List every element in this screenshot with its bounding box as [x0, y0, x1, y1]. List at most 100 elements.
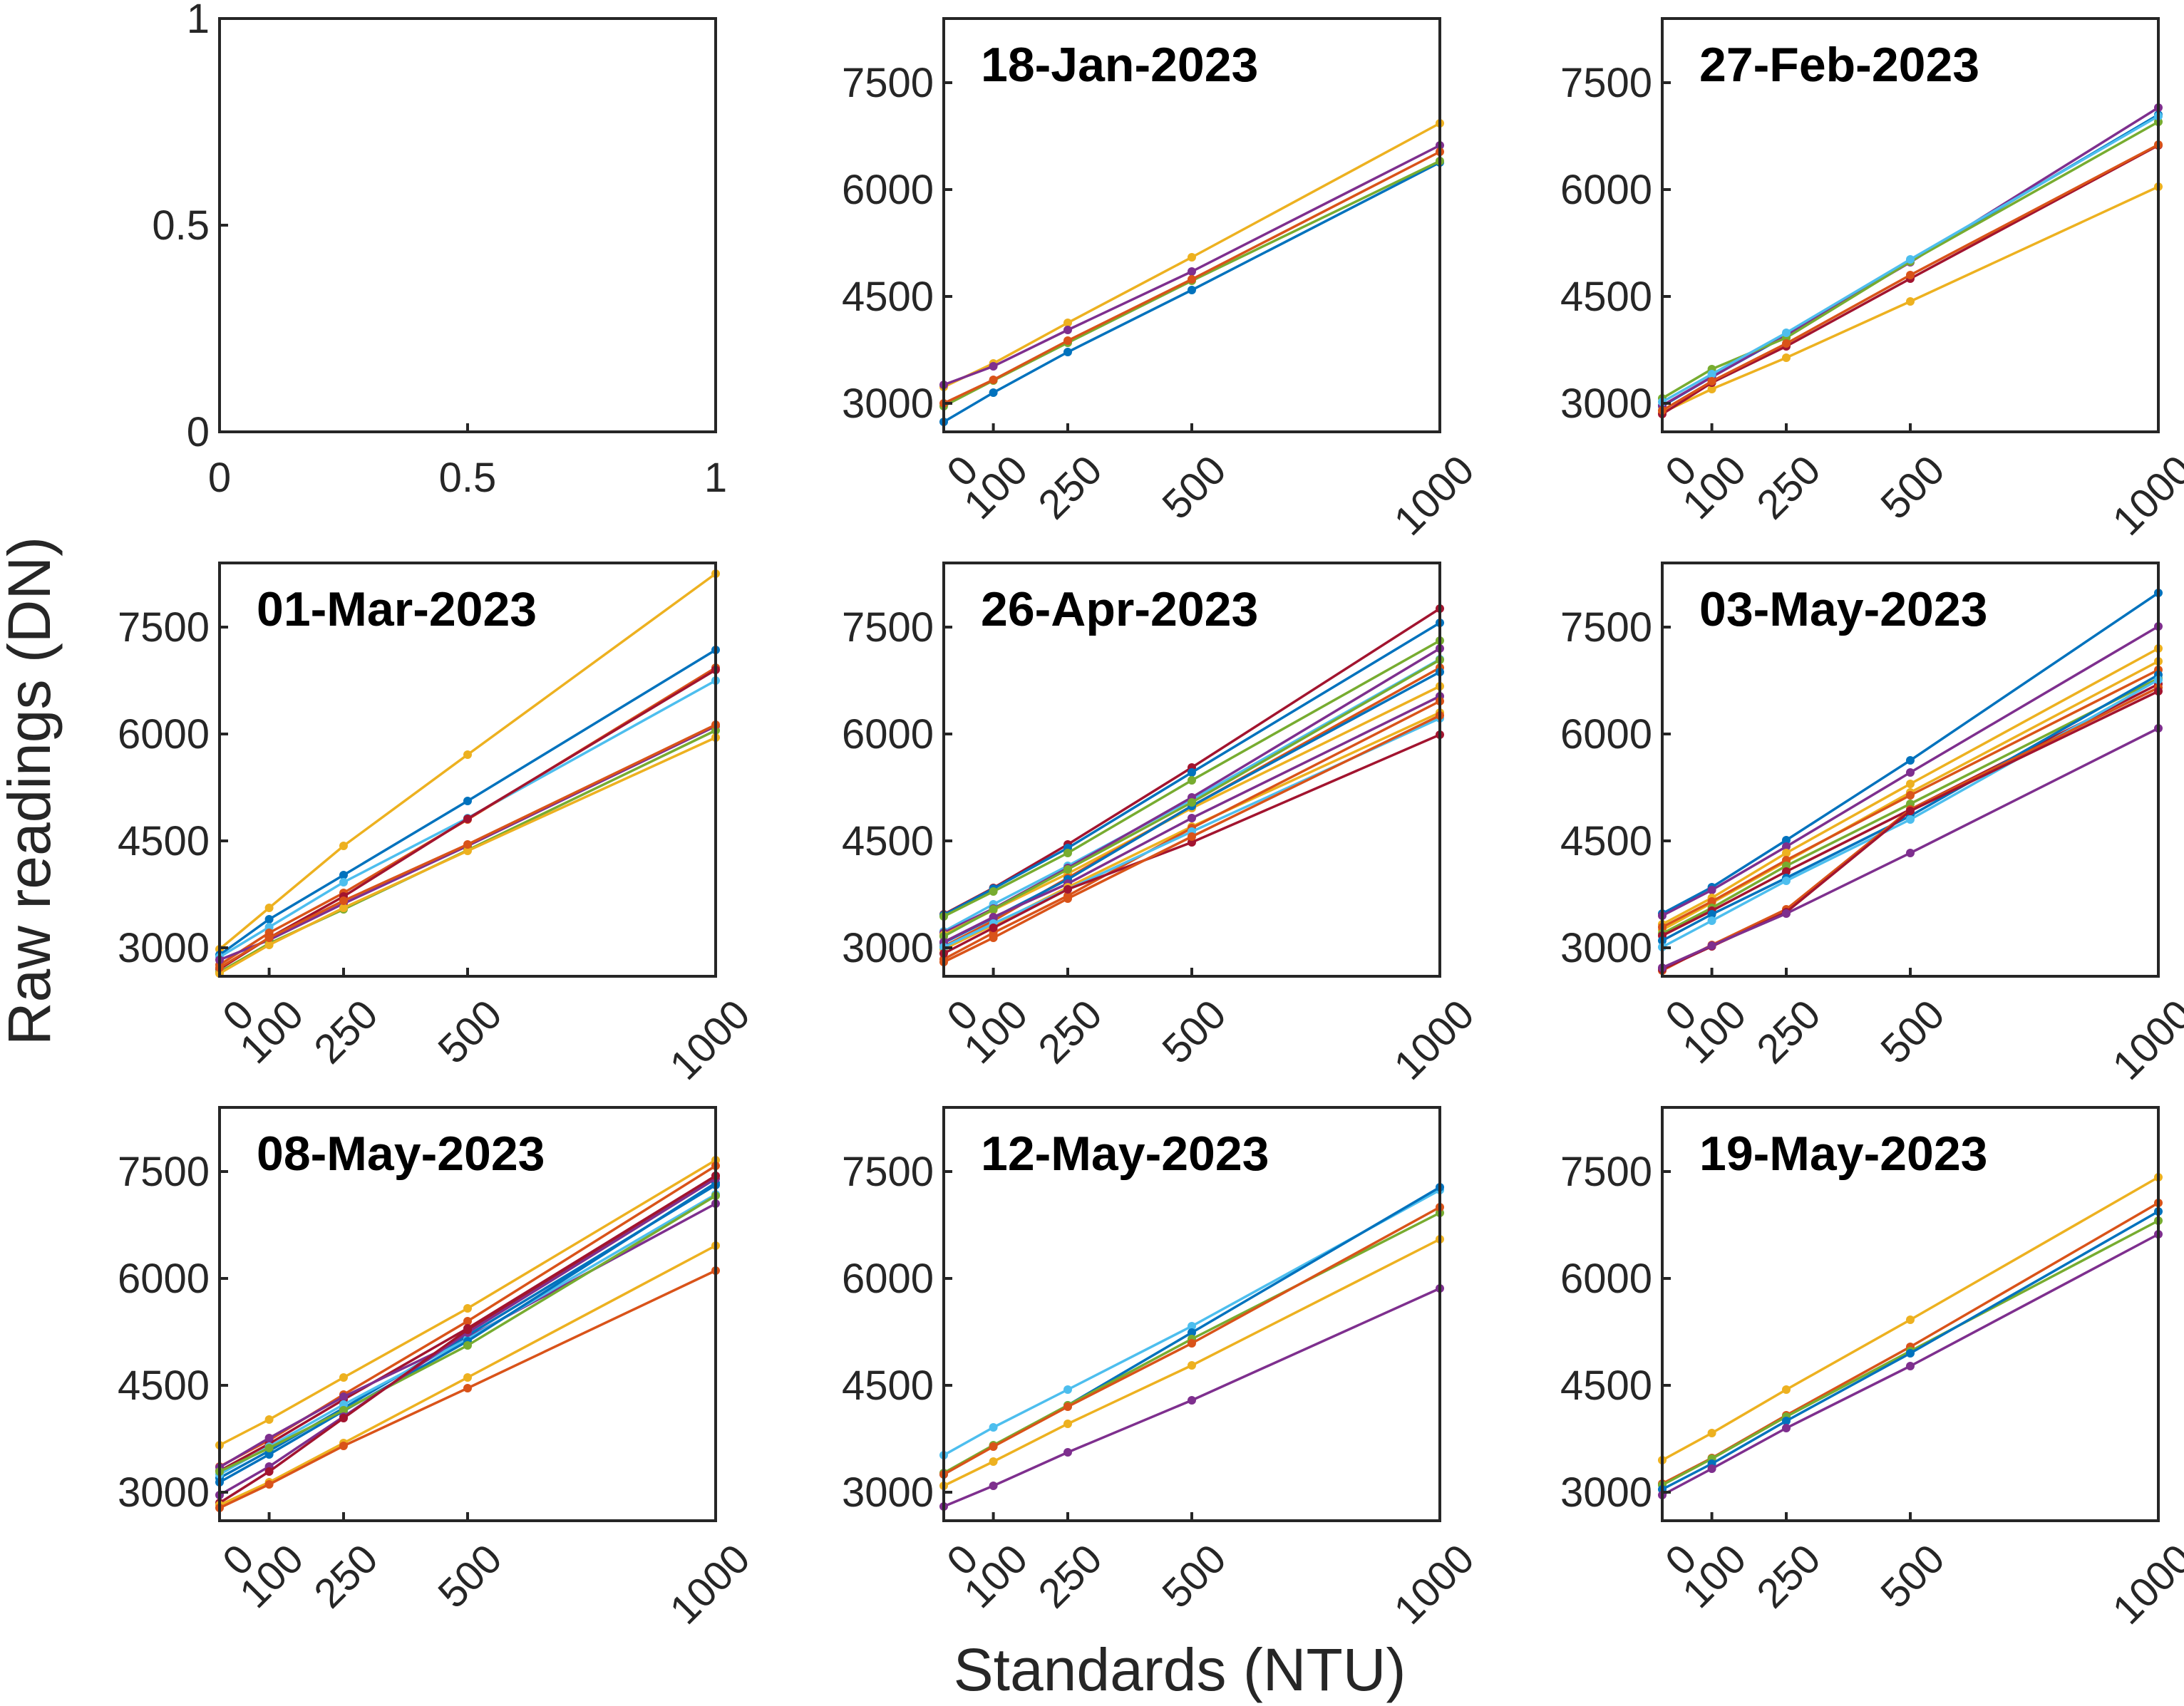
y-tick-label: 4500	[1560, 1363, 1652, 1409]
x-tick-label: 1000	[2103, 447, 2184, 544]
y-tick-label: 4500	[118, 818, 210, 864]
y-tick-label: 3000	[1560, 1469, 1652, 1516]
y-tick-label: 4500	[1560, 274, 1652, 320]
x-tick-label: 500	[1153, 447, 1235, 528]
data-point	[339, 842, 348, 850]
x-axis-title: Standards (NTU)	[954, 1636, 1406, 1703]
data-point	[989, 913, 998, 921]
x-tick-label: 100	[1674, 1536, 1755, 1617]
data-point	[1707, 377, 1716, 386]
panel-axes-box	[942, 1106, 1441, 1522]
data-point	[1906, 780, 1915, 788]
series	[939, 730, 1444, 958]
data-point	[264, 1467, 274, 1476]
data-point	[1906, 1362, 1915, 1370]
y-tick-label: 3000	[1560, 381, 1652, 427]
x-tick-label: 1000	[1385, 1536, 1483, 1633]
data-point	[1188, 1396, 1196, 1405]
y-tick-label: 4500	[842, 274, 934, 320]
series	[1658, 1207, 2163, 1494]
data-point	[463, 1325, 472, 1334]
series	[939, 1235, 1444, 1490]
x-tick-label: 250	[305, 991, 386, 1072]
y-tick-label: 6000	[842, 711, 934, 758]
empty-y-tick-label: 1	[187, 0, 210, 42]
data-point	[1188, 253, 1196, 262]
data-point	[264, 941, 274, 949]
data-point	[989, 376, 998, 384]
y-axis-title: Raw readings (DN)	[0, 537, 63, 1045]
y-tick-label: 3000	[1560, 925, 1652, 971]
empty-axes-box	[218, 17, 717, 433]
data-point	[1906, 807, 1915, 815]
y-tick-label: 3000	[842, 1469, 934, 1516]
y-tick-label: 4500	[118, 1363, 210, 1409]
panel-title: 12-May-2023	[981, 1127, 1269, 1181]
data-point	[264, 1480, 274, 1489]
x-tick-label: 500	[1872, 991, 1953, 1072]
data-point	[1188, 267, 1196, 276]
data-point	[1063, 1385, 1072, 1394]
data-point	[339, 1392, 348, 1401]
panel-axes-box	[218, 1106, 717, 1522]
data-point	[1707, 941, 1716, 950]
series	[1658, 112, 2163, 406]
panel-title: 26-Apr-2023	[981, 582, 1258, 636]
x-tick-label: 250	[1748, 1536, 1829, 1617]
x-tick-label: 250	[1029, 447, 1111, 528]
x-tick-label: 100	[1674, 991, 1755, 1072]
x-tick-label: 1000	[2103, 991, 2184, 1089]
y-tick-label: 6000	[842, 167, 934, 213]
data-point	[989, 1457, 998, 1466]
y-tick-label: 4500	[842, 1363, 934, 1409]
data-point	[339, 904, 348, 912]
data-point	[264, 915, 274, 924]
data-point	[1906, 849, 1915, 857]
data-point	[1188, 275, 1196, 284]
data-point	[264, 904, 274, 912]
panel-title: 18-Jan-2023	[981, 38, 1258, 92]
data-point	[1906, 791, 1915, 800]
data-point	[339, 896, 348, 905]
data-point	[463, 797, 472, 805]
data-point	[1707, 897, 1716, 906]
data-point	[264, 934, 274, 942]
data-point	[1782, 909, 1791, 918]
panel-title: 01-Mar-2023	[257, 582, 537, 636]
data-point	[1188, 776, 1196, 785]
data-point	[1063, 849, 1072, 857]
series	[1658, 1173, 2163, 1464]
data-point	[989, 924, 998, 932]
y-tick-label: 7500	[118, 1149, 210, 1195]
data-point	[1063, 885, 1072, 894]
y-tick-label: 6000	[118, 1256, 210, 1302]
series	[1658, 1230, 2163, 1499]
data-point	[1707, 370, 1716, 378]
data-point	[1063, 1448, 1072, 1457]
data-point	[1782, 1385, 1791, 1394]
y-tick-label: 7500	[1560, 1149, 1652, 1195]
data-point	[463, 815, 472, 823]
y-tick-label: 4500	[842, 818, 934, 864]
data-point	[989, 1423, 998, 1432]
series	[939, 656, 1444, 941]
data-point	[339, 1414, 348, 1422]
data-point	[1906, 815, 1915, 824]
data-point	[264, 1450, 274, 1459]
x-tick-label: 250	[1029, 1536, 1111, 1617]
data-point	[1906, 297, 1915, 306]
panel-title: 27-Feb-2023	[1699, 38, 1979, 92]
x-tick-label: 100	[231, 991, 312, 1072]
x-tick-label: 500	[1153, 991, 1235, 1072]
series	[1658, 140, 2163, 415]
x-tick-label: 100	[955, 447, 1036, 528]
y-tick-label: 6000	[1560, 711, 1652, 758]
x-tick-label: 250	[1748, 447, 1829, 528]
data-point	[1707, 886, 1716, 894]
data-point	[989, 1442, 998, 1451]
